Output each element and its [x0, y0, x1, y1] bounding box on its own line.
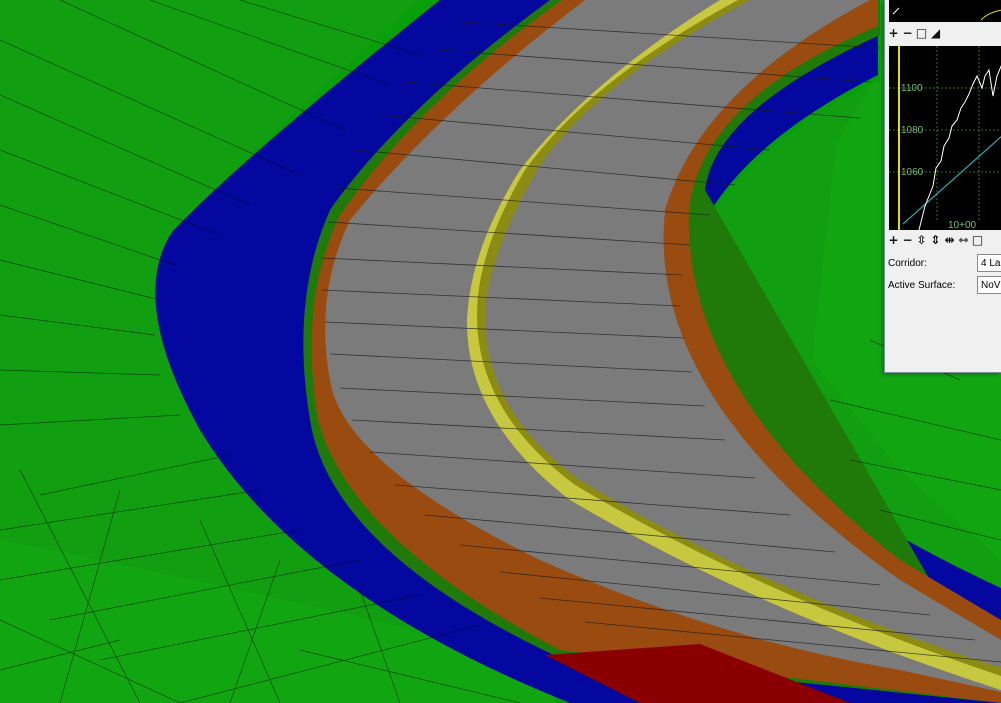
profile-graph[interactable]: 1100 1080 1060 10+00 [889, 46, 1001, 230]
shrink-horizontal-icon[interactable]: ⇿ [958, 232, 969, 247]
active-surface-dropdown[interactable]: NoV [977, 276, 1001, 294]
chart-icon[interactable]: ◢ [930, 25, 941, 40]
profile-toolbar-top: + − □ ◢ [887, 26, 942, 40]
station-label: 10+00 [948, 220, 977, 230]
corridor-label: Corridor: [888, 258, 927, 269]
window-icon[interactable]: □ [971, 232, 984, 247]
profile-toolbar-bottom: + − ⇳ ⇕ ⇹ ⇿ □ [887, 233, 984, 247]
zoom-out-icon[interactable]: − [902, 25, 913, 40]
profile-view-panel: + − □ ◢ 1100 1080 1060 10+00 + − ⇳ ⇕ ⇹ ⇿ □ Corrid… [884, 0, 1001, 373]
elevation-tick-1100: 1100 [901, 83, 923, 94]
road-pavement [325, 0, 1001, 692]
stretch-vertical-icon[interactable]: ⇳ [916, 232, 927, 247]
shrink-vertical-icon[interactable]: ⇕ [930, 232, 941, 247]
elevation-tick-1080: 1080 [901, 125, 924, 136]
window-icon[interactable]: □ [915, 25, 928, 40]
plan-view-strip [889, 0, 1001, 22]
elevation-tick-1060: 1060 [901, 167, 924, 178]
stretch-horizontal-icon[interactable]: ⇹ [944, 232, 955, 247]
active-surface-label: Active Surface: [888, 280, 956, 291]
corridor-dropdown[interactable]: 4 La [977, 254, 1001, 272]
zoom-in-icon[interactable]: + [888, 232, 899, 247]
zoom-out-icon[interactable]: − [902, 232, 913, 247]
zoom-in-icon[interactable]: + [888, 25, 899, 40]
highlighted-region [545, 644, 850, 703]
